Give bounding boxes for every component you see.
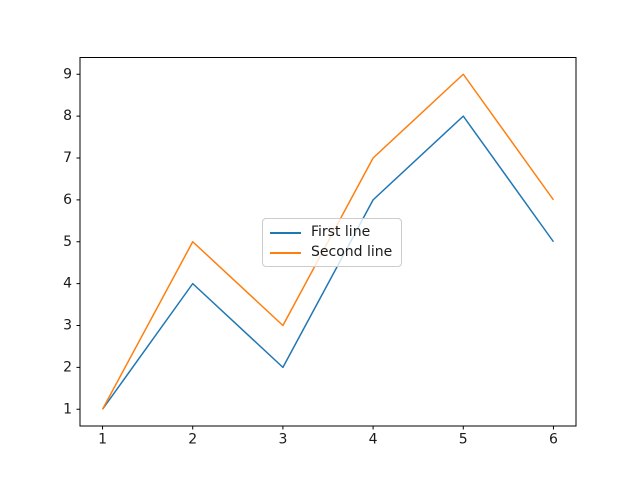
y-tick-label: 9 [63,66,72,82]
x-tick-label: 3 [278,432,287,448]
series-line-first [101,115,555,410]
y-tick-label: 5 [63,234,72,250]
y-tick-label: 6 [63,192,72,208]
x-tick-label: 5 [459,432,468,448]
legend-line-sample-first [270,231,301,234]
legend: First line Second line [262,218,403,267]
legend-label-first: First line [311,224,371,240]
legend-line-sample-second [270,251,301,254]
x-tick-label: 2 [188,432,197,448]
y-tick-label: 2 [63,359,72,375]
y-tick-label: 3 [63,318,72,334]
x-tick-label: 6 [549,432,558,448]
y-tick-label: 8 [63,108,72,124]
x-tick-label: 1 [98,432,107,448]
legend-label-second: Second line [311,244,393,260]
legend-entry-first-line: First line [270,224,392,241]
y-tick-label: 7 [63,150,72,166]
y-tick-label: 1 [63,401,72,417]
x-tick-label: 4 [369,432,378,448]
legend-entry-second-line: Second line [270,244,392,261]
y-tick-label: 4 [63,276,72,292]
